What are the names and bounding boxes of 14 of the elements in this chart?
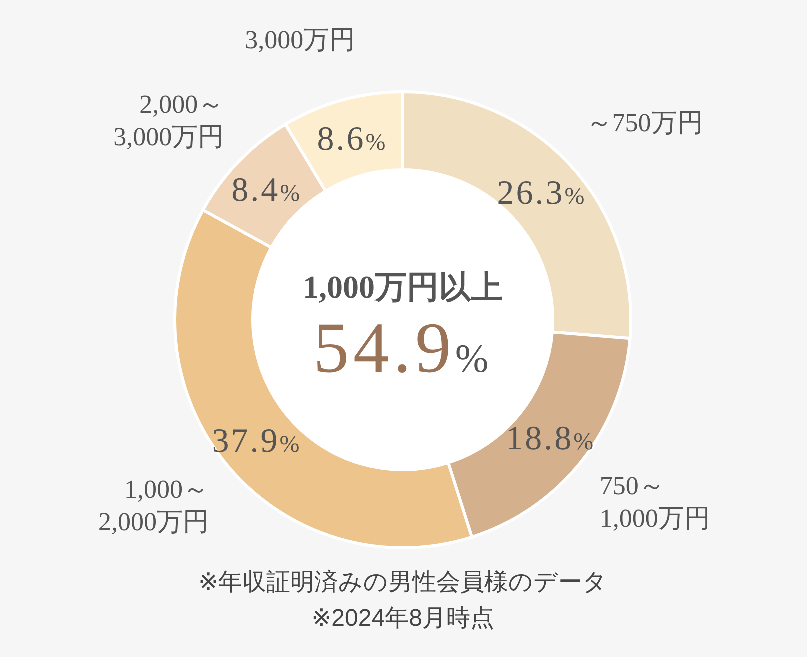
slice-label: 3,000万円: [245, 26, 356, 55]
data-label: 8.6%: [317, 120, 388, 158]
text: 54.9%: [313, 308, 493, 388]
data-label: 18.8%: [506, 420, 596, 458]
text: 1,000万円以上: [303, 269, 503, 305]
slice-label: 1,000～ 2,000万円: [98, 475, 209, 537]
slice-label: ～750万円: [586, 108, 704, 138]
data-label: 8.4%: [232, 172, 302, 209]
slice-label: 750～ 1,000万円: [600, 472, 710, 534]
data-label: 37.9%: [212, 423, 302, 460]
slice-label: 2,000～ 3,000万円: [114, 90, 224, 152]
text: ※年収証明済みの男性会員様のデータ: [198, 569, 608, 596]
data-label: 26.3%: [497, 174, 587, 212]
text: ※2024年8月時点: [312, 605, 494, 632]
